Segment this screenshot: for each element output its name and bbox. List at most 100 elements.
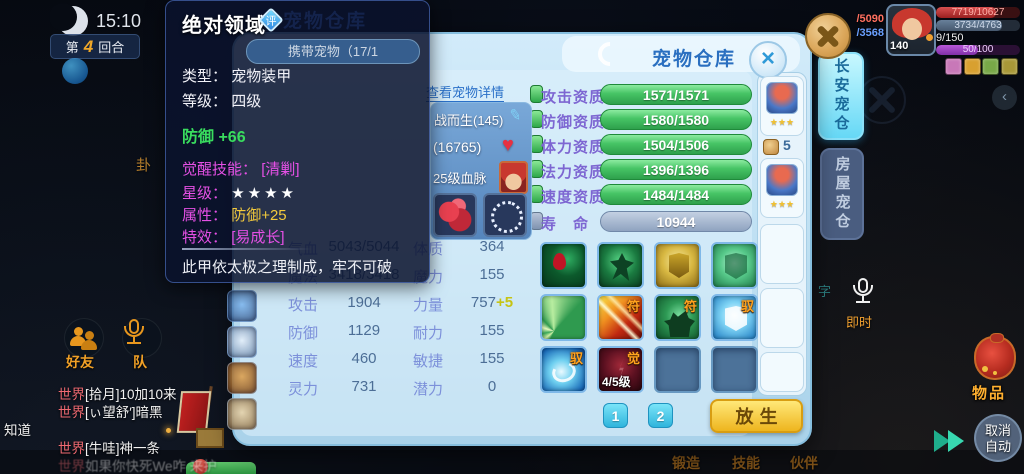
hp-fill (936, 7, 997, 18)
aptitude-label: 体力资质 (541, 139, 606, 156)
empty-pet-card[interactable] (760, 224, 804, 284)
tab-house-warehouse[interactable]: 房屋宠仓 (820, 148, 864, 240)
tooltip-type-row: 类型： 宠物装甲 (182, 65, 291, 86)
cancel-auto-button[interactable]: 取消 自动 (974, 414, 1022, 462)
supply-box-decoration (196, 428, 224, 448)
team-voice-button[interactable] (122, 318, 162, 358)
heart-icon: ♥ (502, 134, 514, 156)
voice-mic-icon[interactable] (852, 278, 874, 304)
awaken-skill-icon[interactable]: 觉 4/5级 (597, 346, 644, 393)
fire-slash-skill-icon[interactable]: 符 (597, 294, 644, 341)
team-label[interactable]: 队 (133, 354, 147, 370)
chat-text: [拾月]10加10来 (85, 387, 177, 402)
cancel-auto-line2: 自动 (984, 439, 1011, 454)
side-slot-icon[interactable] (227, 290, 257, 322)
bottom-menu-item[interactable]: 伙伴 (790, 455, 818, 471)
gua-label: 卦 (136, 157, 152, 174)
bottom-menu-item[interactable]: 技能 (732, 455, 760, 471)
bottom-menu-item[interactable]: 锻造 (672, 455, 700, 471)
bottom-menu-bar (0, 450, 1024, 474)
page-button-2[interactable]: 2 (648, 403, 673, 428)
friends-button[interactable] (64, 318, 104, 358)
chat-message[interactable]: 世界[ぃ望舒′]暗黑 (58, 401, 163, 421)
water-shield-skill-icon[interactable]: 驭 (711, 294, 758, 341)
items-bag-icon[interactable] (974, 333, 1016, 380)
close-battle-ui-icon[interactable] (805, 13, 851, 59)
chat-message[interactable]: 世界[牛哇]神一条 (58, 437, 160, 457)
blue-orb-icon[interactable] (62, 58, 88, 84)
chat-orb-icon[interactable] (193, 459, 208, 474)
player-avatar[interactable] (886, 4, 936, 56)
skill-corner-tag: 驭 (740, 299, 754, 314)
chat-channel-label: 世界 (58, 441, 85, 456)
mic-base (127, 342, 141, 344)
attr-label: 属性： (182, 207, 228, 224)
chat-message[interactable]: 世界[拾月]10加10来 (58, 383, 177, 403)
side-slot-icon[interactable] (227, 326, 257, 358)
auto-advance-arrow-icon[interactable] (934, 430, 961, 452)
pet-necklace-item-icon[interactable] (483, 193, 527, 237)
person-icon (81, 331, 97, 351)
buff-icon[interactable] (945, 58, 962, 75)
aptitude-label: 速度资质 (541, 189, 606, 206)
hp-value: 7719/10627 (951, 7, 1005, 18)
gold-shield-skill-icon-glyph (669, 253, 689, 278)
warehouse-pet-icon[interactable] (766, 164, 798, 196)
pet-armor-item-icon[interactable] (433, 193, 477, 237)
stat-left-label: 速度 (288, 353, 319, 370)
dialog-title: 宠物仓库 (652, 49, 737, 70)
bloodline-avatar[interactable] (499, 161, 528, 194)
chat-channel-label: 世界 (58, 459, 85, 474)
leech-skill-icon[interactable] (540, 242, 587, 289)
round-prefix: 第 (65, 40, 79, 55)
release-button[interactable]: 放生 (710, 399, 803, 433)
aptitude-value-pill: 1484/1484 (600, 184, 752, 205)
star-row: 星级： ★★★★ (182, 182, 297, 203)
view-pet-details-link[interactable]: 查看宠物详情 (426, 82, 505, 102)
water-splash-skill-icon[interactable]: 驭 (540, 346, 587, 393)
empty-pet-card[interactable] (760, 352, 804, 392)
leech-skill-icon-glyph (553, 253, 566, 270)
green-shield-skill-icon[interactable] (711, 242, 758, 289)
stack-count-icon[interactable] (763, 139, 779, 155)
pet-name: 战而生(145) (434, 113, 504, 128)
chat-message[interactable]: 世界如果你快死We咋 来护 (58, 455, 217, 474)
bloodline-label: 25级血脉 (433, 171, 487, 186)
auto-advance-arrow-icon[interactable] (948, 430, 975, 452)
chat-message[interactable]: 知道 (4, 419, 31, 439)
light-rays-skill-icon[interactable] (540, 294, 587, 341)
items-label[interactable]: 物品 (972, 385, 1007, 402)
warrior-skill-icon[interactable] (597, 242, 644, 289)
beast-skill-icon[interactable]: 符 (654, 294, 701, 341)
skill-corner-tag: 觉 (626, 351, 640, 366)
buff-icon[interactable] (1000, 58, 1018, 75)
page-button-1[interactable]: 1 (603, 403, 628, 428)
buff-icon[interactable] (963, 58, 981, 75)
empty-skill-slot[interactable] (711, 346, 758, 393)
grade-value: 四级 (231, 93, 262, 110)
close-icon[interactable]: × (749, 41, 787, 79)
chat-text: 知道 (4, 423, 31, 438)
tab-changan-warehouse[interactable]: 长安宠仓 (818, 52, 864, 140)
sparkle-decoration (166, 428, 171, 433)
buff-icon[interactable] (982, 58, 999, 75)
collapse-chevron-icon[interactable]: ‹ (992, 85, 1017, 110)
warehouse-pet-icon[interactable] (766, 82, 798, 114)
water-shield-skill-icon-glyph (725, 306, 747, 331)
awaken-value: [清剿] (261, 161, 300, 178)
defense-bonus: 防御 +66 (182, 129, 246, 146)
instant-voice-label[interactable]: 即时 (846, 315, 873, 330)
carry-pets-tab[interactable]: 携带宠物（17/1 (246, 39, 420, 64)
friends-label[interactable]: 好友 (66, 354, 94, 370)
empty-skill-slot[interactable] (654, 346, 701, 393)
side-slot-icon[interactable] (227, 398, 257, 430)
skill-corner-tag: 符 (626, 299, 640, 314)
stat-bonus: +5 (495, 294, 514, 311)
gold-shield-skill-icon[interactable] (654, 242, 701, 289)
player-level: 140 (890, 40, 909, 52)
tooltip-divider (182, 248, 312, 250)
person-icon (70, 327, 86, 347)
empty-pet-card[interactable] (760, 288, 804, 348)
mic-arc (853, 285, 873, 296)
side-slot-icon[interactable] (227, 362, 257, 394)
